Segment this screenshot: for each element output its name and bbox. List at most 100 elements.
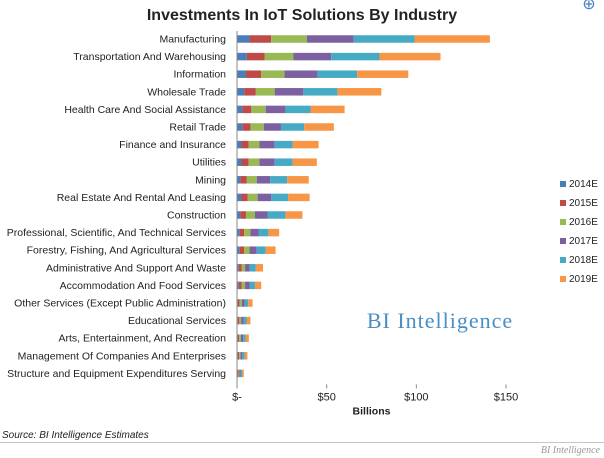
bar-segment-2019E[interactable] [254,281,262,290]
bar-segment-2015E[interactable] [239,228,245,237]
bar-segment-2018E[interactable] [242,352,245,360]
bar-segment-2016E[interactable] [239,334,241,342]
bar-segment-2016E[interactable] [255,88,275,96]
bar-segment-2016E[interactable] [271,35,307,43]
bar-segment-2014E[interactable] [237,176,241,184]
bar-segment-2016E[interactable] [247,193,258,202]
bar-segment-2019E[interactable] [244,352,248,360]
bar-segment-2014E[interactable] [237,70,246,78]
bar-segment-2016E[interactable] [244,228,251,237]
bar-segment-2019E[interactable] [304,123,334,131]
bar-segment-2018E[interactable] [303,88,338,96]
bar-segment-2017E[interactable] [240,334,244,342]
bar-segment-2015E[interactable] [240,176,247,184]
bar-segment-2014E[interactable] [237,105,243,114]
bar-segment-2019E[interactable] [255,264,264,272]
bar-segment-2017E[interactable] [241,316,244,325]
bar-segment-2017E[interactable] [293,52,332,61]
bar-segment-2019E[interactable] [246,316,251,325]
bar-segment-2018E[interactable] [271,193,289,202]
bar-segment-2019E[interactable] [292,140,319,149]
bar-segment-2016E[interactable] [246,176,257,184]
bar-segment-2019E[interactable] [265,246,276,254]
bar-segment-2019E[interactable] [245,334,249,342]
bar-segment-2017E[interactable] [250,228,259,237]
zoom-icon[interactable]: ⊕ [582,0,596,13]
bar-segment-2015E[interactable] [242,123,251,131]
bar-segment-2014E[interactable] [237,35,250,43]
bar-segment-2014E[interactable] [237,246,240,254]
bar-segment-2017E[interactable] [249,246,257,254]
bar-segment-2018E[interactable] [240,369,243,378]
bar-segment-2016E[interactable] [261,70,285,78]
bar-segment-2015E[interactable] [238,281,242,290]
bar-segment-2014E[interactable] [237,123,243,131]
bar-segment-2019E[interactable] [379,52,441,61]
bar-segment-2019E[interactable] [357,70,409,78]
bar-segment-2017E[interactable] [257,193,272,202]
bar-segment-2016E[interactable] [241,264,246,272]
bar-segment-2015E[interactable] [244,88,256,96]
bar-segment-2018E[interactable] [244,299,249,307]
bar-segment-2017E[interactable] [265,105,286,114]
bar-segment-2016E[interactable] [248,158,260,166]
bar-segment-2018E[interactable] [243,334,246,342]
bar-segment-2017E[interactable] [284,70,318,78]
bar-segment-2014E[interactable] [237,228,240,237]
bar-segment-2019E[interactable] [414,35,490,43]
bar-segment-2019E[interactable] [288,193,310,202]
bar-segment-2015E[interactable] [238,264,242,272]
bar-segment-2014E[interactable] [237,158,242,166]
bar-segment-2019E[interactable] [285,211,303,219]
bar-segment-2017E[interactable] [241,299,245,307]
bar-segment-2017E[interactable] [274,88,304,96]
bar-segment-2015E[interactable] [237,334,240,342]
bar-segment-2018E[interactable] [258,228,269,237]
bar-segment-2017E[interactable] [306,35,354,43]
bar-segment-2017E[interactable] [263,123,281,131]
bar-segment-2019E[interactable] [292,158,317,166]
bar-segment-2016E[interactable] [250,123,264,131]
bar-segment-2018E[interactable] [274,158,293,166]
bar-segment-2018E[interactable] [331,52,380,61]
bar-segment-2016E[interactable] [241,281,246,290]
bar-segment-2017E[interactable] [240,352,243,360]
bar-segment-2019E[interactable] [310,105,345,114]
bar-segment-2014E[interactable] [237,211,241,219]
bar-segment-2015E[interactable] [241,193,248,202]
bar-segment-2018E[interactable] [353,35,415,43]
bar-segment-2019E[interactable] [337,88,382,96]
bar-segment-2016E[interactable] [248,140,260,149]
bar-segment-2015E[interactable] [239,246,245,254]
bar-segment-2019E[interactable] [287,176,309,184]
bar-segment-2018E[interactable] [267,211,286,219]
bar-segment-2018E[interactable] [274,140,293,149]
bar-segment-2017E[interactable] [245,281,250,290]
bar-segment-2018E[interactable] [317,70,358,78]
bar-segment-2015E[interactable] [237,369,239,378]
bar-segment-2015E[interactable] [245,70,262,78]
bar-segment-2018E[interactable] [256,246,266,254]
bar-segment-2017E[interactable] [239,369,241,378]
bar-segment-2014E[interactable] [237,140,242,149]
bar-segment-2019E[interactable] [268,228,280,237]
bar-segment-2015E[interactable] [237,299,240,307]
bar-segment-2015E[interactable] [249,35,272,43]
bar-segment-2015E[interactable] [242,105,252,114]
bar-segment-2017E[interactable] [256,176,271,184]
bar-segment-2016E[interactable] [238,369,240,378]
bar-segment-2016E[interactable] [245,211,255,219]
bar-segment-2016E[interactable] [239,299,242,307]
bar-segment-2015E[interactable] [237,352,240,360]
bar-segment-2018E[interactable] [285,105,311,114]
bar-segment-2014E[interactable] [237,193,242,202]
bar-segment-2018E[interactable] [243,316,247,325]
bar-segment-2016E[interactable] [251,105,266,114]
bar-segment-2018E[interactable] [249,264,256,272]
bar-segment-2015E[interactable] [246,52,265,61]
bar-segment-2019E[interactable] [248,299,253,307]
bar-segment-2019E[interactable] [242,369,244,378]
bar-segment-2016E[interactable] [239,316,242,325]
bar-segment-2018E[interactable] [270,176,288,184]
bar-segment-2015E[interactable] [241,140,249,149]
